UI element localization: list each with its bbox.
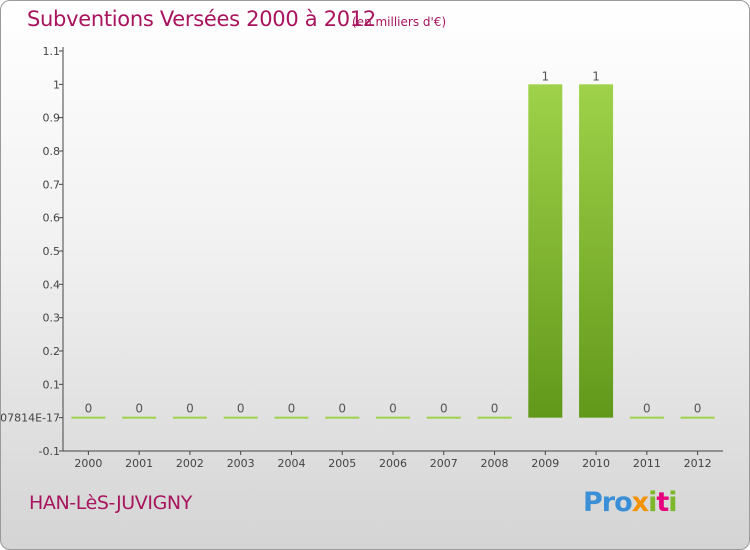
bar (426, 416, 461, 419)
x-tick-label: 2005 (328, 457, 356, 470)
data-label: 0 (237, 402, 245, 416)
data-label: 0 (288, 402, 296, 416)
x-tick-label: 2000 (74, 457, 102, 470)
bar (477, 416, 512, 419)
data-label: 0 (389, 402, 397, 416)
bar (122, 416, 157, 419)
y-tick-label: 1.3877787807814E-17 (1, 412, 60, 425)
bar (325, 416, 360, 419)
y-tick-label: -0.1 (39, 445, 60, 458)
x-tick-label: 2007 (430, 457, 458, 470)
y-tick-label: 0.3 (43, 312, 61, 325)
proxiti-logo[interactable]: Proxiti (583, 487, 678, 518)
commune-name: HAN-LèS-JUVIGNY (29, 492, 192, 514)
bar (376, 416, 410, 419)
data-label: 0 (85, 402, 93, 416)
bar (172, 416, 207, 419)
y-tick-label: 0.7 (43, 178, 61, 191)
x-tick-label: 2011 (633, 457, 661, 470)
x-tick-label: 2008 (481, 457, 509, 470)
x-tick-label: 2002 (176, 457, 204, 470)
x-tick-label: 2010 (582, 457, 610, 470)
data-label: 0 (491, 402, 499, 416)
y-tick-label: 0.4 (43, 278, 61, 291)
chart-title: Subventions Versées 2000 à 2012 (27, 7, 376, 31)
data-label: 0 (643, 402, 651, 416)
y-tick-label: 1.1 (43, 45, 61, 58)
data-label: 0 (135, 402, 143, 416)
data-label: 0 (694, 402, 702, 416)
y-tick-label: 1 (53, 78, 60, 91)
x-tick-label: 2003 (227, 457, 255, 470)
data-label: 0 (338, 402, 346, 416)
y-tick-label: 0.1 (43, 378, 61, 391)
x-tick-label: 2009 (531, 457, 559, 470)
data-label: 1 (592, 69, 600, 83)
x-tick-label: 2004 (277, 457, 305, 470)
bar (579, 84, 614, 418)
bar (629, 416, 664, 419)
y-tick-label: 0.8 (43, 145, 61, 158)
y-tick-label: 0.2 (43, 345, 61, 358)
bar (223, 416, 258, 419)
bar (680, 416, 715, 419)
y-tick-label: 0.5 (43, 245, 61, 258)
x-tick-label: 2006 (379, 457, 407, 470)
x-tick-label: 2001 (125, 457, 153, 470)
data-label: 0 (186, 402, 194, 416)
data-label: 1 (541, 69, 549, 83)
bar (528, 84, 563, 418)
bar (274, 416, 309, 419)
y-tick-label: 0.6 (43, 212, 61, 225)
bar (71, 416, 106, 419)
data-label: 0 (440, 402, 448, 416)
x-tick-label: 2012 (684, 457, 712, 470)
y-tick-label: 0.9 (43, 112, 61, 125)
chart-unit: (en milliers d'€) (352, 15, 447, 29)
